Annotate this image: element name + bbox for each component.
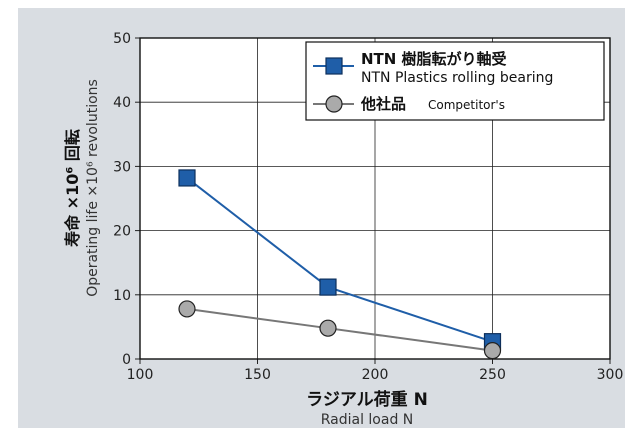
legend-competitor-en: Competitor's — [428, 98, 505, 112]
legend-marker-ntn — [325, 57, 343, 75]
y-tick-label: 0 — [122, 352, 131, 368]
x-tick-label: 250 — [479, 367, 506, 383]
legend-box — [305, 41, 605, 121]
data-point-circle — [178, 300, 196, 318]
series-markers — [178, 169, 502, 360]
data-point-square — [319, 278, 337, 296]
x-tick-label: 100 — [127, 367, 154, 383]
data-point-square — [178, 169, 196, 187]
legend-ntn-en: NTN Plastics rolling bearing — [361, 70, 553, 86]
x-tick-label: 150 — [244, 367, 271, 383]
data-point-circle — [319, 319, 337, 337]
legend-marker-competitor — [325, 95, 343, 113]
x-tick-label: 200 — [362, 367, 389, 383]
data-point-circle — [483, 342, 502, 360]
chart-figure: 100 150 200 250 300 0 10 20 30 40 50 寿命 ×10⁶ 回転 Op… — [18, 8, 625, 428]
y-tick-label: 30 — [113, 159, 131, 175]
x-axis-label-en: Radial load N — [321, 412, 414, 428]
line-chart: 100 150 200 250 300 0 10 20 30 40 50 寿命 ×10⁶ 回転 Op… — [63, 31, 623, 428]
y-tick-label: 40 — [113, 95, 131, 111]
y-tick-label: 20 — [113, 224, 131, 240]
x-tick-label: 300 — [597, 367, 624, 383]
tick-labels: 100 150 200 250 300 0 10 20 30 40 50 — [113, 31, 623, 383]
x-axis-label-ja: ラジアル荷重 N — [306, 389, 428, 410]
plot-frame — [139, 37, 611, 360]
y-tick-label: 50 — [113, 31, 131, 47]
y-axis-label-ja: 寿命 ×10⁶ 回転 — [63, 129, 82, 247]
y-axis-label-en: Operating life ×10⁶ revolutions — [85, 79, 101, 297]
y-tick-label: 10 — [113, 288, 131, 304]
legend-ntn-ja: NTN 樹脂転がり軸受 — [361, 50, 507, 68]
legend-competitor-ja: 他社品 — [360, 95, 406, 113]
legend: NTN 樹脂転がり軸受 NTN Plastics rolling bearing… — [305, 41, 605, 121]
